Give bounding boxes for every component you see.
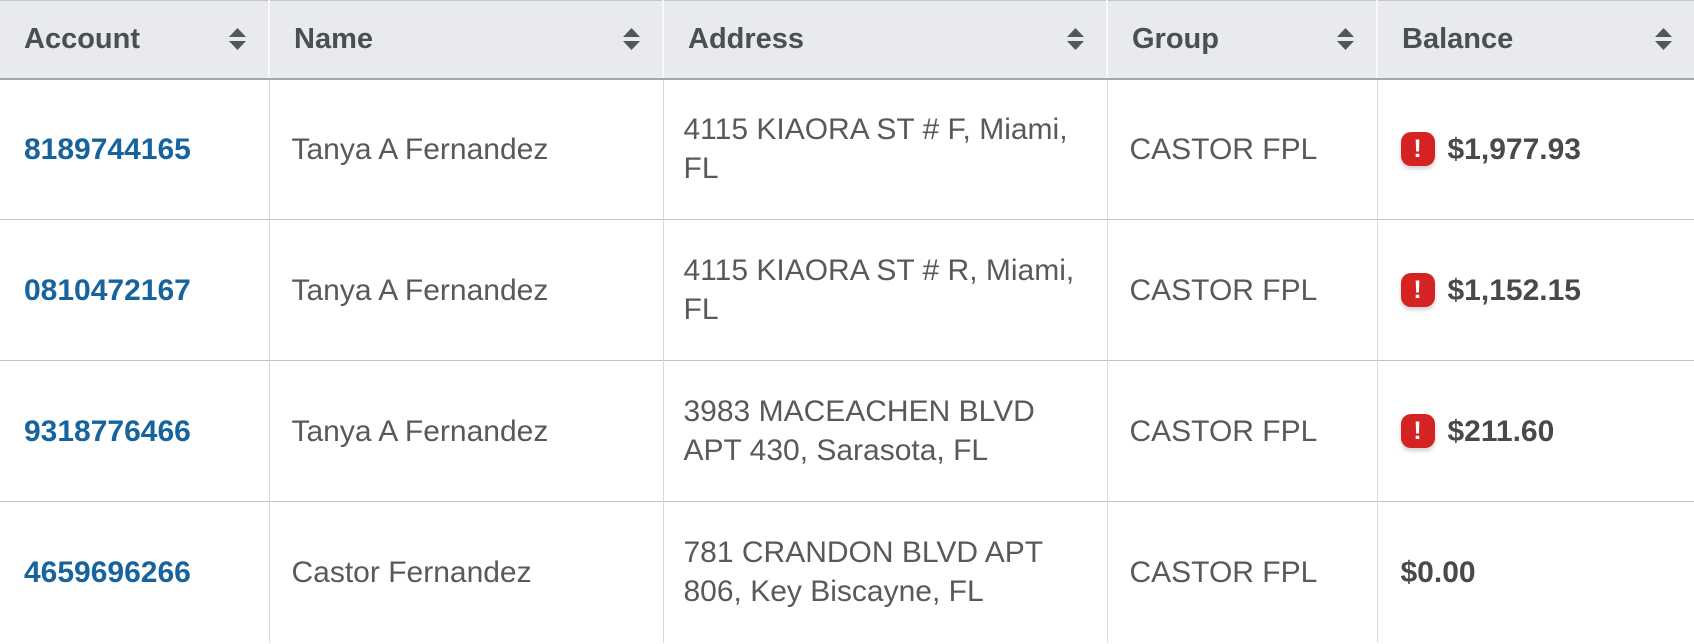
account-cell: 9318776466: [0, 360, 269, 502]
column-header-label: Address: [688, 22, 805, 55]
column-header-balance[interactable]: Balance: [1376, 0, 1694, 80]
alert-exclamation-icon[interactable]: !: [1400, 273, 1435, 307]
name-cell: Tanya A Fernandez: [268, 78, 663, 220]
address-cell: 4115 KIAORA ST # R, Miami, FL: [662, 219, 1107, 361]
table-body: 8189744165 Tanya A Fernandez 4115 KIAORA…: [0, 78, 1694, 643]
account-link[interactable]: 4659696266: [24, 555, 191, 589]
group-cell: CASTOR FPL: [1106, 501, 1377, 643]
name-cell: Tanya A Fernandez: [268, 219, 663, 361]
account-link[interactable]: 0810472167: [24, 273, 191, 307]
table-row: 8189744165 Tanya A Fernandez 4115 KIAORA…: [0, 78, 1694, 220]
alert-glyph-text: !: [1413, 134, 1422, 163]
column-header-account[interactable]: Account: [0, 0, 269, 80]
account-link[interactable]: 9318776466: [24, 414, 191, 448]
alert-glyph-text: !: [1413, 275, 1422, 304]
column-header-label: Account: [24, 22, 140, 55]
group-cell: CASTOR FPL: [1106, 219, 1377, 361]
account-cell: 4659696266: [0, 501, 269, 643]
table-row: 9318776466 Tanya A Fernandez 3983 MACEAC…: [0, 360, 1694, 502]
balance-cell: ! $1,977.93: [1376, 78, 1694, 220]
table-header-row: Account Name Address: [0, 0, 1694, 80]
balance-cell: ! $211.60: [1376, 360, 1694, 502]
account-link[interactable]: 8189744165: [24, 132, 191, 166]
alert-exclamation-icon[interactable]: !: [1400, 414, 1435, 448]
balance-amount: $211.60: [1447, 414, 1555, 448]
name-cell: Castor Fernandez: [268, 501, 663, 643]
sort-arrows-icon: [229, 28, 246, 51]
sort-arrows-icon: [1067, 28, 1084, 51]
name-cell: Tanya A Fernandez: [268, 360, 663, 502]
column-header-address[interactable]: Address: [662, 0, 1107, 80]
column-header-group[interactable]: Group: [1106, 0, 1377, 80]
group-cell: CASTOR FPL: [1106, 360, 1377, 502]
table-row: 4659696266 Castor Fernandez 781 CRANDON …: [0, 501, 1694, 643]
alert-glyph-text: !: [1413, 416, 1422, 445]
sort-arrows-icon: [623, 28, 640, 51]
address-cell: 4115 KIAORA ST # F, Miami, FL: [662, 78, 1107, 220]
address-cell: 3983 MACEACHEN BLVD APT 430, Sarasota, F…: [662, 360, 1107, 502]
balance-amount: $0.00: [1400, 555, 1476, 589]
group-cell: CASTOR FPL: [1106, 78, 1377, 220]
balance-cell: ! $1,152.15: [1376, 219, 1694, 361]
account-cell: 0810472167: [0, 219, 269, 361]
balance-cell: $0.00: [1376, 501, 1694, 643]
account-cell: 8189744165: [0, 78, 269, 220]
balance-amount: $1,152.15: [1447, 273, 1581, 307]
column-header-label: Balance: [1402, 22, 1514, 55]
sort-arrows-icon: [1337, 28, 1354, 51]
column-header-label: Name: [294, 22, 373, 55]
column-header-label: Group: [1132, 22, 1219, 55]
sort-arrows-icon: [1655, 28, 1672, 51]
column-header-name[interactable]: Name: [268, 0, 663, 80]
balance-amount: $1,977.93: [1447, 132, 1581, 166]
table-row: 0810472167 Tanya A Fernandez 4115 KIAORA…: [0, 219, 1694, 361]
alert-exclamation-icon[interactable]: !: [1400, 132, 1435, 167]
address-cell: 781 CRANDON BLVD APT 806, Key Biscayne, …: [662, 501, 1107, 643]
